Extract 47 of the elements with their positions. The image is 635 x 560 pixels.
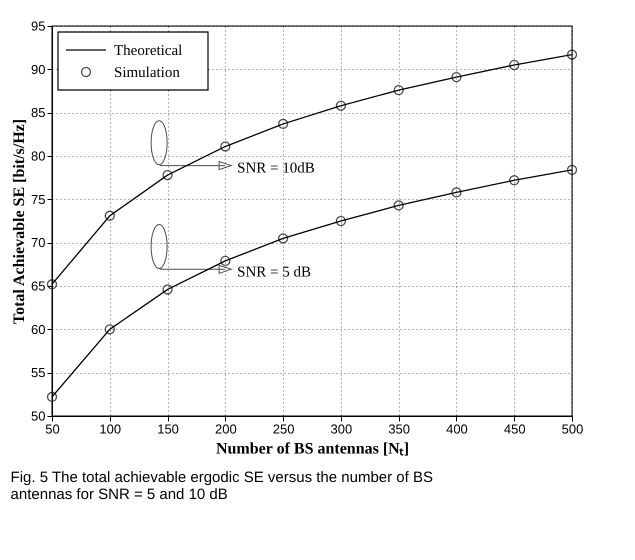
point xyxy=(336,216,346,226)
x-tick-label: 250 xyxy=(272,422,294,436)
y-tick-label: 50 xyxy=(31,408,46,424)
point xyxy=(394,200,404,211)
point xyxy=(162,284,173,295)
point xyxy=(162,170,173,180)
point xyxy=(509,175,520,186)
y-tick-label: 70 xyxy=(31,235,46,250)
point xyxy=(220,256,230,266)
x-tick-label: 150 xyxy=(157,422,179,436)
legend-label: Simulation xyxy=(114,65,180,81)
point xyxy=(336,100,346,111)
x-tick-label: 450 xyxy=(504,422,526,436)
x-tick-label: 400 xyxy=(446,422,468,436)
y-tick-label: 90 xyxy=(31,62,46,77)
point xyxy=(46,279,58,290)
y-tick-label: 75 xyxy=(31,192,46,207)
y-tick-label: 95 xyxy=(31,18,46,34)
point xyxy=(451,187,462,198)
point xyxy=(451,72,462,82)
point xyxy=(278,118,288,130)
point xyxy=(394,85,404,96)
x-tick-label: 500 xyxy=(562,422,584,436)
x-tick-label: 100 xyxy=(99,422,122,436)
point xyxy=(104,210,115,221)
y-tick-label: 65 xyxy=(31,278,46,294)
y-tick-label: 55 xyxy=(31,365,46,380)
y-axis-title: Total Achievable SE [bit/s/Hz] xyxy=(11,118,28,324)
point xyxy=(509,60,520,70)
legend-label: Theoretical xyxy=(114,43,182,59)
x-tick-label: 50 xyxy=(45,422,60,436)
point xyxy=(566,164,578,175)
caption: Fig. 5 The total achievable ergodic SE versus the number of BS antennas for SNR = 5 and 10 dB xyxy=(10,469,434,503)
x-tick-label: 350 xyxy=(388,422,410,436)
point xyxy=(220,141,230,152)
annotation: SNR = 5 dB xyxy=(237,264,312,280)
point xyxy=(278,233,288,244)
point xyxy=(104,324,115,334)
y-tick-label: 85 xyxy=(31,105,46,120)
x-axis-title: Number of BS antennas [Nₜ] xyxy=(216,440,410,458)
y-tick-label: 80 xyxy=(31,148,46,164)
annotation: SNR = 10dB xyxy=(237,160,315,177)
point xyxy=(566,49,578,60)
y-tick-label: 60 xyxy=(31,322,46,337)
x-tick-label: 300 xyxy=(330,422,352,436)
point xyxy=(46,392,58,402)
x-tick-label: 200 xyxy=(214,422,237,436)
